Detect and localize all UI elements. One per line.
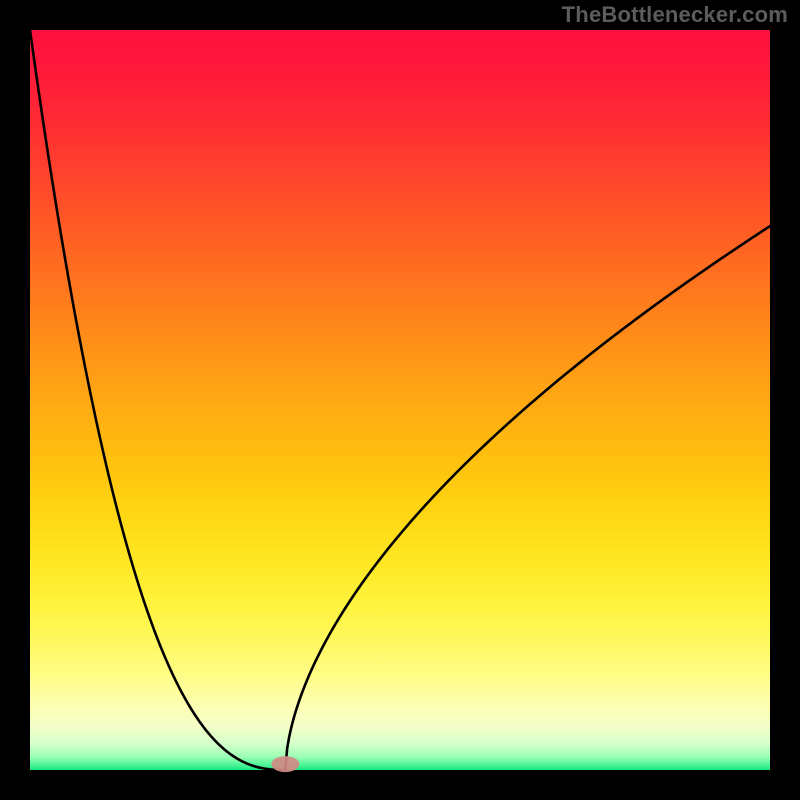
- chart-container: TheBottlenecker.com: [0, 0, 800, 800]
- optimum-marker: [271, 756, 299, 772]
- watermark-text: TheBottlenecker.com: [562, 2, 788, 28]
- plot-background: [30, 30, 770, 770]
- bottleneck-chart: [0, 0, 800, 800]
